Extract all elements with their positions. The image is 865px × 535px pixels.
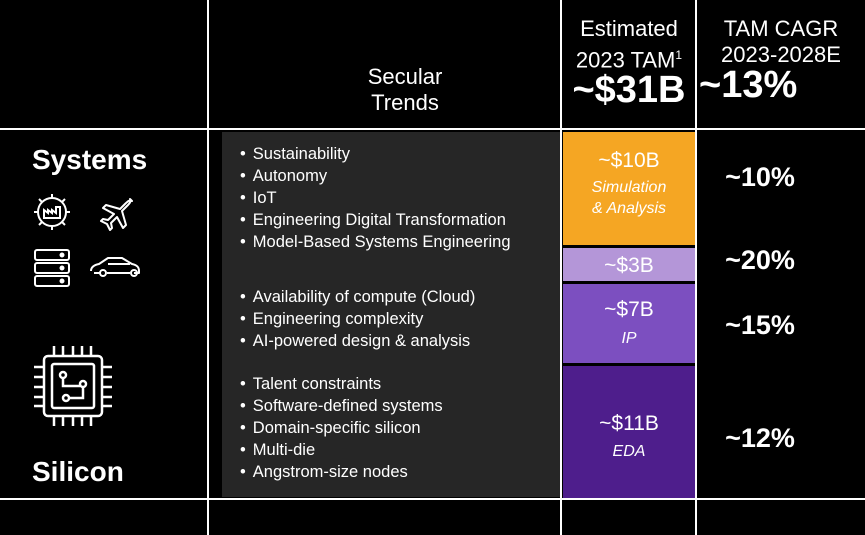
secular-trends-header: Secular Trends (330, 64, 480, 116)
tam-line2: 2023 TAM1 (563, 42, 695, 73)
segment-amount: ~$3B (604, 254, 654, 277)
trend-item: Availability of compute (Cloud) (240, 286, 476, 308)
server-stack-icon (33, 248, 71, 288)
systems-label: Systems (32, 144, 148, 175)
segment-amount: ~$10B (598, 149, 660, 172)
tam-line2-text: 2023 TAM (575, 47, 676, 73)
chip-icon (30, 342, 116, 430)
trend-item: Sustainability (240, 143, 511, 165)
divider-left (207, 0, 209, 535)
gear-factory-icon (30, 190, 74, 234)
segment-amount: ~$7B (604, 298, 654, 321)
segment-eda: ~$11B EDA (563, 366, 695, 498)
segment-label: EDA (612, 443, 646, 460)
segment-label-line1: Simulation (591, 179, 667, 196)
trend-item: AI-powered design & analysis (240, 330, 475, 352)
tam-header: Estimated 2023 TAM1 ~$31B (563, 16, 695, 112)
cagr-line2: 2023-2028E (721, 42, 841, 67)
segment-ip: ~$7B IP (563, 284, 695, 363)
header-divider (0, 128, 865, 130)
trend-item: Engineering complexity (240, 308, 475, 330)
footer-divider (0, 498, 865, 500)
tam-footnote: 1 (675, 48, 683, 62)
cagr-line1: TAM CAGR (723, 16, 839, 41)
divider-tam-right (695, 0, 697, 535)
tam-total: ~$31B (572, 69, 686, 112)
cagr-eda: ~12% (725, 423, 795, 453)
trend-item: Autonomy (240, 165, 511, 187)
cagr-simulation: ~10% (725, 162, 795, 192)
trends-group-3: Talent constraints Software-defined syst… (240, 373, 443, 483)
segment-amount: ~$11B (599, 412, 659, 435)
cagr-other: ~20% (725, 245, 795, 275)
trend-item: Software-defined systems (240, 395, 443, 417)
segment-label: IP (621, 330, 637, 347)
secular-line2: Trends (371, 90, 439, 115)
trend-item: Engineering Digital Transformation (240, 209, 511, 231)
segment-label-line2: & Analysis (591, 200, 667, 217)
secular-line1: Secular (367, 64, 443, 89)
divider-tam-left (560, 0, 562, 535)
trend-item: Angstrom-size nodes (240, 461, 443, 483)
car-icon (88, 253, 142, 279)
tam-line1: Estimated (580, 16, 678, 41)
silicon-label: Silicon (32, 456, 124, 487)
segment-simulation: ~$10B Simulation & Analysis (563, 132, 695, 245)
trend-item: Domain-specific silicon (240, 417, 443, 439)
trend-item: Multi-die (240, 439, 443, 461)
trends-group-2: Availability of compute (Cloud) Engineer… (240, 286, 476, 352)
cagr-total: ~13% (699, 64, 798, 106)
trend-item: Talent constraints (240, 373, 443, 395)
trends-group-1: Sustainability Autonomy IoT Engineering … (240, 143, 511, 253)
airplane-icon (96, 193, 136, 233)
cagr-header: TAM CAGR 2023-2028E ~13% (697, 16, 865, 106)
trend-item: Model-Based Systems Engineering (240, 231, 511, 253)
trend-item: IoT (240, 187, 511, 209)
cagr-ip: ~15% (725, 310, 795, 340)
segment-other: ~$3B (563, 248, 695, 281)
